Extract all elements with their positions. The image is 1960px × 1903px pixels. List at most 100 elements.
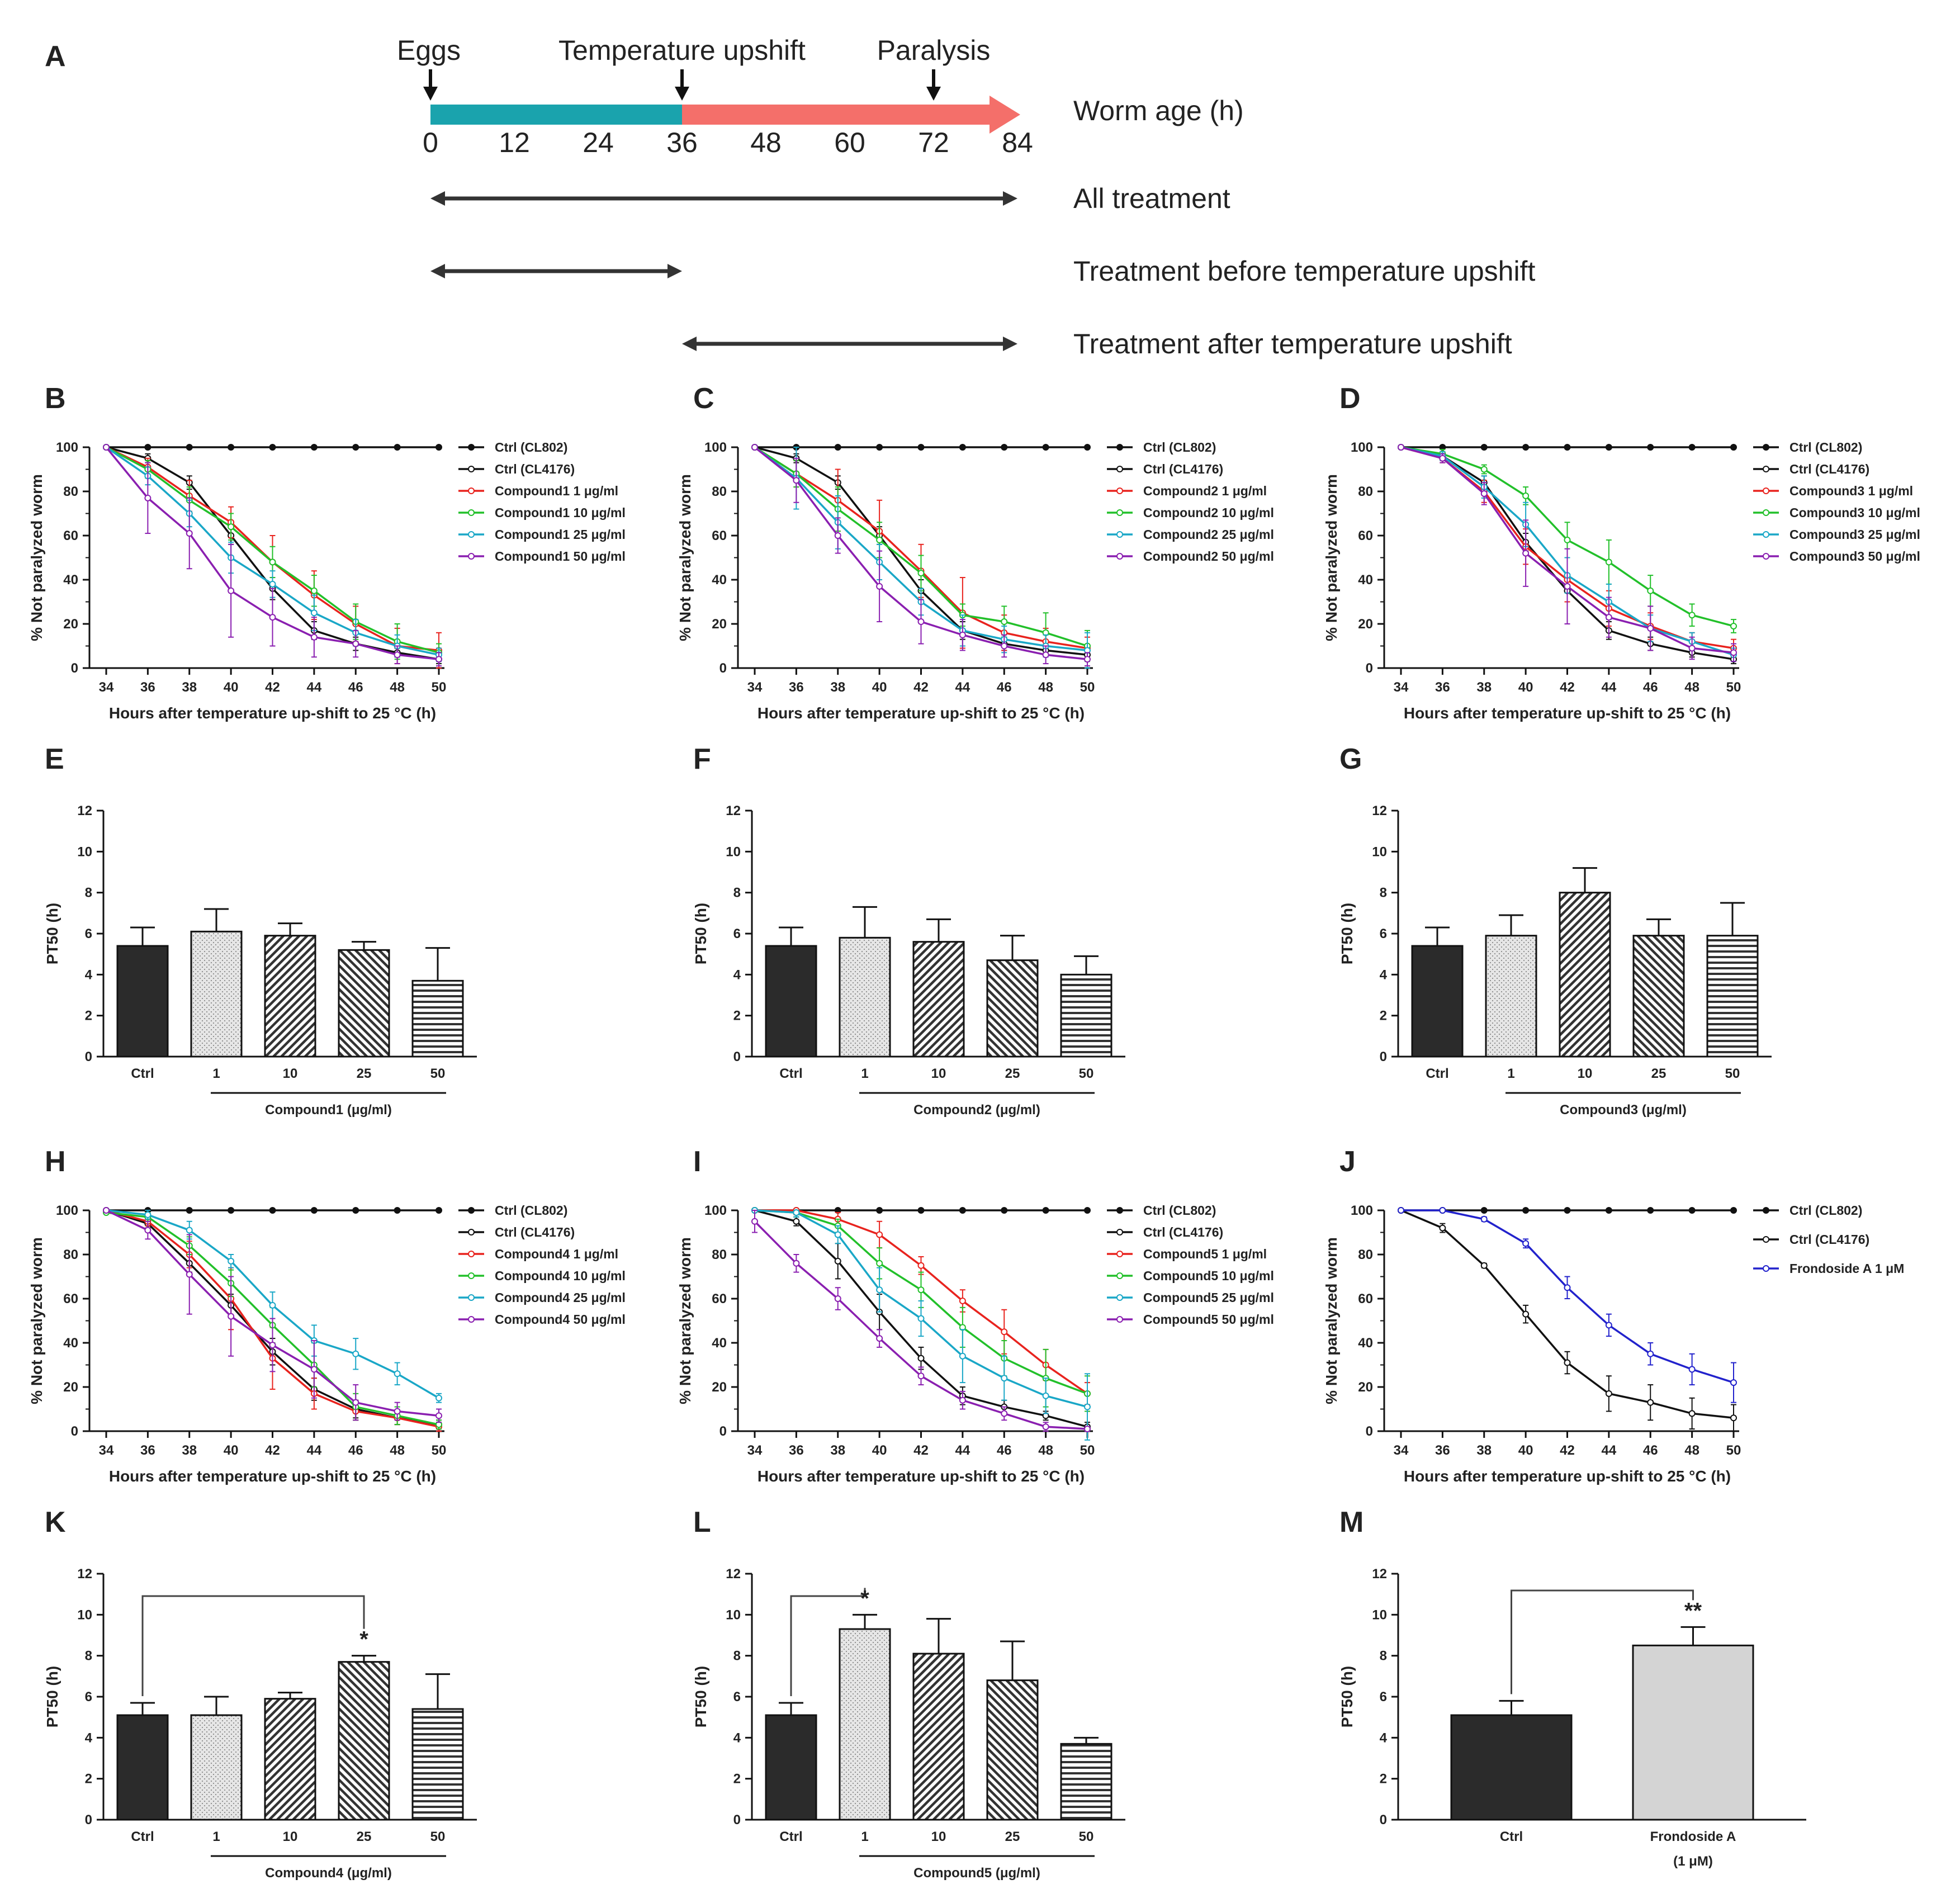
x-tick-label: 38 xyxy=(1476,680,1492,695)
data-point xyxy=(1564,536,1571,543)
y-tick-label: 0 xyxy=(85,1812,92,1828)
series-compound5-25-g-ml xyxy=(751,1207,1091,1441)
data-point xyxy=(1564,583,1571,590)
significance-bracket xyxy=(141,1595,365,1696)
y-tick-label: 8 xyxy=(85,1649,92,1664)
y-tick-label: 10 xyxy=(726,844,741,859)
panel-letter-l: L xyxy=(693,1506,711,1539)
bar-chart-l: L 0 2 4 6 8 10 12 PT50 (h) Ctrl 1 10 25 50 Compound5 (… xyxy=(692,1506,1125,1881)
y-tick-label: 60 xyxy=(1358,528,1373,543)
y-tick-label: 2 xyxy=(1380,1009,1387,1024)
y-axis-title: PT50 (h) xyxy=(692,903,709,964)
data-point xyxy=(834,444,841,451)
legend-entry-compound3-10-g-ml: Compound3 10 μg/ml xyxy=(1789,505,1920,520)
data-point xyxy=(1042,1207,1049,1214)
y-tick-label: 0 xyxy=(85,1049,92,1064)
data-point xyxy=(1688,1410,1696,1417)
x-tick-label-25: 25 xyxy=(1005,1066,1020,1081)
legend-entry-compound4-50-g-ml: Compound4 50 μg/ml xyxy=(495,1312,626,1327)
y-tick-label: 100 xyxy=(704,1203,727,1218)
legend-entry-compound1-50-g-ml: Compound1 50 μg/ml xyxy=(495,549,626,564)
x-tick-label: 46 xyxy=(1643,680,1658,695)
bar-chart-f: F 0 2 4 6 8 10 12 PT50 (h) Ctrl 1 10 25 50 Compound2 (… xyxy=(692,743,1125,1118)
y-tick-label: 10 xyxy=(77,1607,92,1622)
y-tick-label: 0 xyxy=(733,1049,741,1064)
data-point xyxy=(834,1295,841,1302)
data-point xyxy=(1564,444,1571,451)
data-point xyxy=(269,580,276,588)
bar-10 xyxy=(912,1653,965,1821)
data-point xyxy=(186,1271,193,1278)
data-point xyxy=(228,587,235,594)
x-tick-label-ctrl: Ctrl xyxy=(1500,1829,1523,1844)
timeline-tick-48: 48 xyxy=(750,127,782,158)
data-point xyxy=(917,1262,925,1269)
data-point xyxy=(1647,1399,1654,1406)
timeline-bar-before xyxy=(430,105,682,125)
bar-50 xyxy=(411,1708,464,1821)
y-tick-label: 100 xyxy=(704,440,727,455)
legend-swatch-marker xyxy=(468,553,475,560)
group-label: Compound1 (μg/ml) xyxy=(265,1102,392,1118)
timeline-marker-paralysis: Paralysis xyxy=(877,35,991,66)
x-tick-label: 44 xyxy=(1602,1443,1617,1458)
x-axis-title: Hours after temperature up-shift to 25 °… xyxy=(1404,704,1731,722)
data-point xyxy=(1688,1207,1696,1214)
data-point xyxy=(876,1335,883,1342)
timeline-tick-72: 72 xyxy=(918,127,949,158)
data-point xyxy=(352,444,359,451)
y-tick-label: 10 xyxy=(726,1607,741,1622)
data-point xyxy=(876,1260,883,1267)
legend-swatch-marker xyxy=(1116,1229,1123,1235)
legend-swatch-marker xyxy=(1116,1272,1123,1279)
data-point xyxy=(435,1207,442,1214)
x-tick-label: 50 xyxy=(1726,680,1741,695)
y-tick-label: 100 xyxy=(1351,1203,1373,1218)
legend-swatch-marker xyxy=(468,1294,475,1301)
legend-entry-compound1-10-g-ml: Compound1 10 μg/ml xyxy=(495,505,626,520)
y-tick-label: 0 xyxy=(1380,1812,1387,1828)
data-point xyxy=(917,618,925,626)
data-point xyxy=(144,494,152,501)
bar-50 xyxy=(1060,973,1112,1058)
x-tick-label-50: 50 xyxy=(430,1829,446,1844)
data-point xyxy=(917,1355,925,1362)
legend-entry-frondoside-a-1-m: Frondoside A 1 μM xyxy=(1789,1261,1904,1276)
legend-entry-compound4-10-g-ml: Compound4 10 μg/ml xyxy=(495,1268,626,1283)
x-tick-label: 44 xyxy=(955,1443,970,1458)
panel-letter-b: B xyxy=(45,382,66,415)
y-tick-label: 40 xyxy=(1358,572,1373,588)
data-point xyxy=(269,444,276,451)
timeline-marker-eggs: Eggs xyxy=(397,35,461,66)
treatment-arrow-right xyxy=(1003,191,1017,206)
data-point xyxy=(959,1352,966,1360)
timeline-tick-12: 12 xyxy=(499,127,530,158)
y-tick-label: 20 xyxy=(1358,1380,1373,1395)
data-point xyxy=(793,1218,800,1225)
bar-1 xyxy=(190,930,243,1058)
y-axis-title: PT50 (h) xyxy=(1338,903,1356,964)
panel-letter-i: I xyxy=(693,1145,701,1178)
data-point xyxy=(1647,624,1654,632)
timeline-marker-arrow xyxy=(675,87,689,101)
legend-swatch-marker xyxy=(1763,444,1769,451)
panel-letter-j: J xyxy=(1339,1145,1356,1178)
timeline-tick-36: 36 xyxy=(666,127,698,158)
series-ctrl-cl802 xyxy=(103,444,442,451)
legend-entry-compound3-1-g-ml: Compound3 1 μg/ml xyxy=(1789,484,1913,498)
x-tick-label: 42 xyxy=(1560,680,1575,695)
data-point xyxy=(228,444,235,451)
x-tick-label: 38 xyxy=(1476,1443,1492,1458)
legend-entry-compound1-25-g-ml: Compound1 25 μg/ml xyxy=(495,527,626,542)
data-point xyxy=(186,1227,193,1234)
timeline-axis-label: Worm age (h) xyxy=(1073,95,1244,126)
panel-letter-f: F xyxy=(693,743,711,775)
data-point xyxy=(186,530,193,537)
x-tick-label: 48 xyxy=(1684,1443,1699,1458)
legend-swatch-marker xyxy=(1763,1236,1769,1243)
y-axis-title: % Not paralyzed worm xyxy=(28,474,45,641)
legend-swatch-marker xyxy=(468,487,475,494)
data-point xyxy=(876,444,883,451)
legend-entry-compound2-1-g-ml: Compound2 1 μg/ml xyxy=(1143,484,1267,498)
data-point xyxy=(103,444,110,451)
